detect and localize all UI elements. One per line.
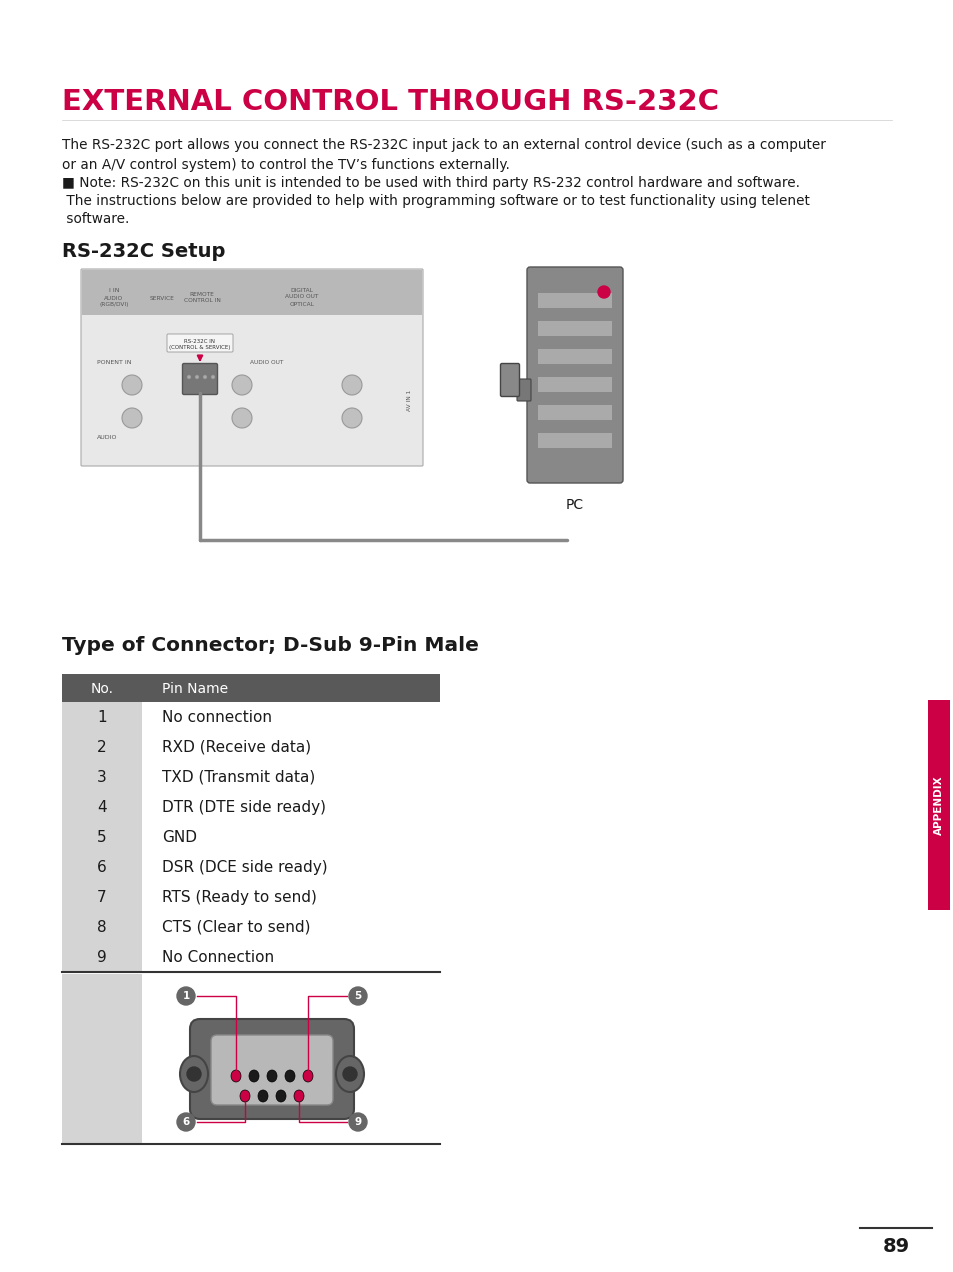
Text: No Connection: No Connection xyxy=(162,950,274,965)
Ellipse shape xyxy=(285,1070,294,1082)
Circle shape xyxy=(343,1067,356,1081)
Text: APPENDIX: APPENDIX xyxy=(933,775,943,834)
Text: AUDIO: AUDIO xyxy=(97,435,117,440)
Circle shape xyxy=(122,408,142,427)
FancyBboxPatch shape xyxy=(517,379,531,401)
FancyBboxPatch shape xyxy=(167,335,233,352)
Text: AUDIO OUT: AUDIO OUT xyxy=(250,360,283,365)
Text: Pin Name: Pin Name xyxy=(162,682,228,696)
Circle shape xyxy=(349,1113,367,1131)
FancyBboxPatch shape xyxy=(526,267,622,483)
Text: RS-232C IN
(CONTROL & SERVICE): RS-232C IN (CONTROL & SERVICE) xyxy=(169,340,231,350)
Bar xyxy=(82,270,421,315)
Text: Type of Connector; D-Sub 9-Pin Male: Type of Connector; D-Sub 9-Pin Male xyxy=(62,636,478,655)
FancyBboxPatch shape xyxy=(182,364,217,394)
Text: 9: 9 xyxy=(355,1117,361,1127)
Text: 6: 6 xyxy=(182,1117,190,1127)
Text: software.: software. xyxy=(62,212,130,226)
Text: RS-232C Setup: RS-232C Setup xyxy=(62,242,225,261)
Bar xyxy=(537,349,612,364)
Text: RTS (Ready to send): RTS (Ready to send) xyxy=(162,890,316,904)
FancyBboxPatch shape xyxy=(81,268,422,466)
Text: I IN: I IN xyxy=(109,287,119,293)
Bar xyxy=(537,404,612,420)
Circle shape xyxy=(187,1067,201,1081)
Text: 2: 2 xyxy=(97,740,107,756)
Ellipse shape xyxy=(231,1070,241,1082)
Ellipse shape xyxy=(303,1070,313,1082)
Text: 89: 89 xyxy=(882,1236,908,1255)
Text: ■ Note: RS-232C on this unit is intended to be used with third party RS-232 cont: ■ Note: RS-232C on this unit is intended… xyxy=(62,176,800,190)
Text: The instructions below are provided to help with programming software or to test: The instructions below are provided to h… xyxy=(62,195,809,209)
Ellipse shape xyxy=(267,1070,276,1082)
Text: 1: 1 xyxy=(182,991,190,1001)
Text: AUDIO
(RGB/DVI): AUDIO (RGB/DVI) xyxy=(99,296,129,307)
Text: REMOTE
CONTROL IN: REMOTE CONTROL IN xyxy=(183,293,220,303)
FancyBboxPatch shape xyxy=(190,1019,354,1119)
Text: RXD (Receive data): RXD (Receive data) xyxy=(162,740,311,756)
Circle shape xyxy=(349,987,367,1005)
Circle shape xyxy=(203,375,207,379)
Circle shape xyxy=(177,1113,194,1131)
Ellipse shape xyxy=(275,1090,286,1102)
Text: 5: 5 xyxy=(354,991,361,1001)
Bar xyxy=(62,674,439,702)
Circle shape xyxy=(232,408,252,427)
Text: DSR (DCE side ready): DSR (DCE side ready) xyxy=(162,860,327,875)
Text: No.: No. xyxy=(91,682,113,696)
Ellipse shape xyxy=(240,1090,250,1102)
Circle shape xyxy=(187,375,191,379)
FancyBboxPatch shape xyxy=(500,364,519,397)
Bar xyxy=(927,700,949,909)
Ellipse shape xyxy=(335,1056,364,1091)
Text: PONENT IN: PONENT IN xyxy=(97,360,132,365)
Circle shape xyxy=(177,987,194,1005)
Circle shape xyxy=(341,408,361,427)
Ellipse shape xyxy=(180,1056,208,1091)
Circle shape xyxy=(122,375,142,396)
Bar xyxy=(537,432,612,448)
Text: EXTERNAL CONTROL THROUGH RS-232C: EXTERNAL CONTROL THROUGH RS-232C xyxy=(62,88,719,116)
Text: 7: 7 xyxy=(97,890,107,904)
Circle shape xyxy=(211,375,214,379)
Text: SERVICE: SERVICE xyxy=(150,296,174,301)
Text: AV IN 1: AV IN 1 xyxy=(407,389,412,411)
Circle shape xyxy=(341,375,361,396)
Text: CTS (Clear to send): CTS (Clear to send) xyxy=(162,920,310,935)
Text: No connection: No connection xyxy=(162,710,272,725)
Text: 6: 6 xyxy=(97,860,107,875)
Bar xyxy=(537,293,612,308)
Circle shape xyxy=(598,286,609,298)
FancyBboxPatch shape xyxy=(211,1035,333,1105)
Ellipse shape xyxy=(249,1070,258,1082)
Circle shape xyxy=(194,375,199,379)
Bar xyxy=(537,321,612,336)
Text: DIGITAL
AUDIO OUT: DIGITAL AUDIO OUT xyxy=(285,287,318,299)
Text: 5: 5 xyxy=(97,831,107,845)
Bar xyxy=(537,377,612,392)
Text: GND: GND xyxy=(162,831,196,845)
Text: OPTICAL: OPTICAL xyxy=(290,301,314,307)
Text: 3: 3 xyxy=(97,770,107,785)
Text: TXD (Transmit data): TXD (Transmit data) xyxy=(162,770,314,785)
Text: 9: 9 xyxy=(97,950,107,965)
Text: 8: 8 xyxy=(97,920,107,935)
Bar xyxy=(62,974,142,1144)
Text: DTR (DTE side ready): DTR (DTE side ready) xyxy=(162,800,326,815)
Bar xyxy=(62,702,142,972)
Ellipse shape xyxy=(294,1090,304,1102)
Text: The RS-232C port allows you connect the RS-232C input jack to an external contro: The RS-232C port allows you connect the … xyxy=(62,137,825,172)
Text: PC: PC xyxy=(565,499,583,513)
Circle shape xyxy=(232,375,252,396)
Text: 1: 1 xyxy=(97,710,107,725)
Text: 4: 4 xyxy=(97,800,107,815)
Ellipse shape xyxy=(257,1090,268,1102)
